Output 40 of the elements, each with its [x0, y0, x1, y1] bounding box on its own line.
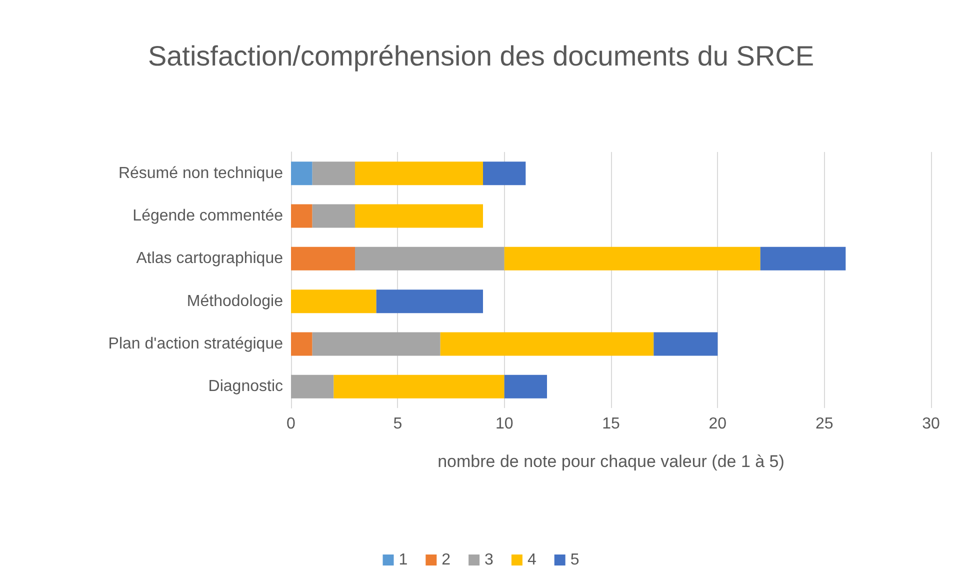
bar	[504, 246, 760, 270]
x-axis-title: nombre de note pour chaque valeur (de 1 à 5)	[438, 452, 784, 471]
bar	[291, 290, 376, 314]
bar	[376, 290, 483, 314]
bar	[355, 204, 483, 228]
bar	[312, 332, 440, 356]
x-tick-label: 25	[815, 416, 834, 432]
y-tick-label: Plan d'action stratégique	[108, 336, 284, 352]
bar	[355, 162, 483, 186]
chart-title: Satisfaction/compréhension des documents du SRCE	[148, 40, 814, 72]
legend-label: 1	[398, 552, 408, 568]
legend-label: 3	[484, 552, 494, 568]
legend-label: 5	[570, 552, 580, 568]
bar	[291, 374, 334, 398]
legend-label: 4	[527, 552, 536, 568]
bar	[312, 162, 355, 186]
bar	[291, 332, 312, 356]
y-tick-label: Atlas cartographique	[136, 250, 284, 268]
y-tick-label: Diagnostic	[208, 378, 283, 396]
bar	[504, 374, 547, 398]
x-tick-label: 5	[393, 416, 402, 432]
bar	[312, 204, 355, 228]
y-tick-label: Méthodologie	[186, 292, 284, 310]
legend-label: 2	[442, 552, 451, 568]
bar	[291, 246, 355, 270]
bar	[440, 332, 654, 356]
x-tick-label: 0	[286, 416, 296, 432]
bar	[355, 246, 504, 270]
bar	[334, 374, 504, 398]
bar	[760, 246, 846, 270]
bar	[483, 162, 526, 186]
x-tick-label: 15	[602, 416, 620, 432]
y-tick-label: Résumé non technique	[118, 164, 284, 182]
bar	[291, 204, 312, 228]
bar	[291, 162, 312, 186]
x-tick-label: 20	[708, 416, 727, 432]
bar	[654, 332, 718, 356]
y-tick-label: Légende commentée	[132, 208, 284, 224]
x-tick-label: 10	[495, 416, 514, 432]
x-tick-label: 30	[922, 416, 940, 432]
